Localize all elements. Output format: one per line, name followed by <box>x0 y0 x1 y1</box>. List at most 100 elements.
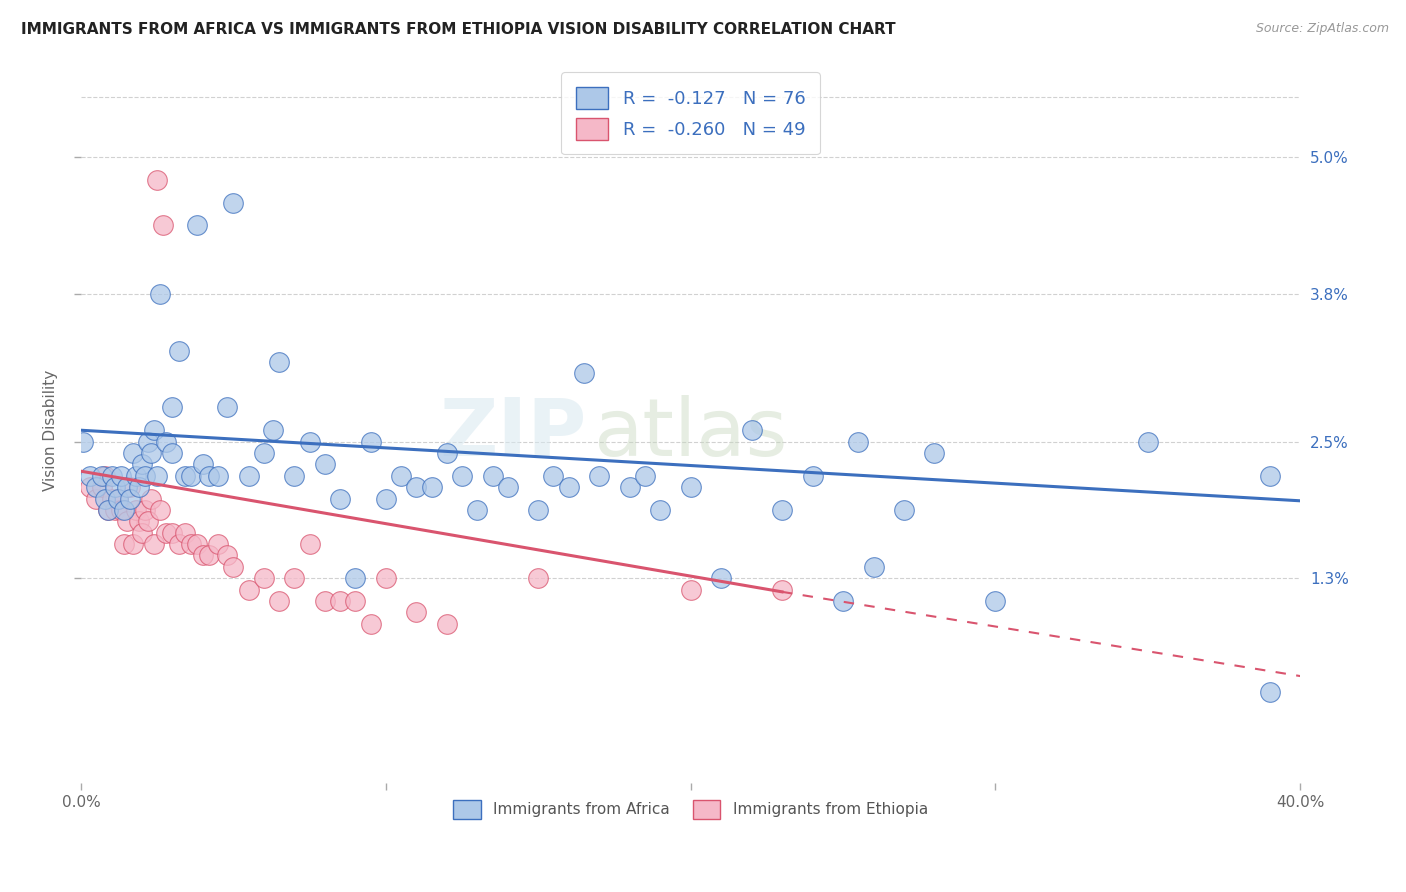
Point <box>262 423 284 437</box>
Point <box>186 219 208 233</box>
Point <box>118 491 141 506</box>
Point <box>173 468 195 483</box>
Point <box>125 468 148 483</box>
Point <box>134 468 156 483</box>
Point <box>100 491 122 506</box>
Point <box>405 480 427 494</box>
Point <box>679 582 702 597</box>
Point <box>121 446 143 460</box>
Point <box>741 423 763 437</box>
Point <box>984 594 1007 608</box>
Point <box>329 594 352 608</box>
Point <box>198 549 221 563</box>
Point <box>94 491 117 506</box>
Point <box>128 480 150 494</box>
Point <box>72 434 94 449</box>
Point <box>1258 468 1281 483</box>
Point <box>481 468 503 483</box>
Point <box>143 537 166 551</box>
Point <box>103 503 125 517</box>
Point <box>283 468 305 483</box>
Point <box>344 571 367 585</box>
Point <box>217 401 239 415</box>
Point <box>710 571 733 585</box>
Point <box>253 571 276 585</box>
Point <box>131 525 153 540</box>
Point <box>110 503 132 517</box>
Point <box>405 605 427 619</box>
Point <box>389 468 412 483</box>
Point <box>79 480 101 494</box>
Point <box>143 423 166 437</box>
Point <box>162 401 184 415</box>
Point <box>543 468 565 483</box>
Point <box>588 468 610 483</box>
Point <box>107 491 129 506</box>
Point <box>139 491 162 506</box>
Point <box>572 367 595 381</box>
Point <box>167 537 190 551</box>
Point <box>107 491 129 506</box>
Text: IMMIGRANTS FROM AFRICA VS IMMIGRANTS FROM ETHIOPIA VISION DISABILITY CORRELATION: IMMIGRANTS FROM AFRICA VS IMMIGRANTS FRO… <box>21 22 896 37</box>
Point <box>149 286 172 301</box>
Point <box>650 503 672 517</box>
Point <box>619 480 641 494</box>
Point <box>207 537 229 551</box>
Point <box>100 468 122 483</box>
Point <box>146 468 169 483</box>
Point <box>162 446 184 460</box>
Point <box>167 343 190 358</box>
Point <box>1258 685 1281 699</box>
Point <box>136 434 159 449</box>
Point <box>679 480 702 494</box>
Point <box>173 525 195 540</box>
Point <box>91 468 114 483</box>
Point <box>862 559 884 574</box>
Point <box>770 582 793 597</box>
Point <box>924 446 946 460</box>
Point <box>115 480 138 494</box>
Point <box>283 571 305 585</box>
Point <box>84 491 107 506</box>
Point <box>128 514 150 528</box>
Point <box>191 458 214 472</box>
Point <box>115 514 138 528</box>
Point <box>269 355 291 369</box>
Point <box>162 525 184 540</box>
Point <box>155 434 177 449</box>
Point <box>186 537 208 551</box>
Point <box>198 468 221 483</box>
Point <box>91 480 114 494</box>
Point <box>329 491 352 506</box>
Point <box>79 468 101 483</box>
Point <box>84 480 107 494</box>
Point <box>298 537 321 551</box>
Point <box>436 616 458 631</box>
Point <box>217 549 239 563</box>
Point <box>298 434 321 449</box>
Point <box>360 434 382 449</box>
Point <box>374 491 396 506</box>
Point <box>94 468 117 483</box>
Point <box>112 537 135 551</box>
Point <box>420 480 443 494</box>
Point <box>103 480 125 494</box>
Point <box>97 503 120 517</box>
Text: atlas: atlas <box>593 395 787 473</box>
Point <box>110 468 132 483</box>
Point <box>180 537 202 551</box>
Point <box>152 219 174 233</box>
Point <box>436 446 458 460</box>
Point <box>155 525 177 540</box>
Point <box>314 594 336 608</box>
Point <box>465 503 488 517</box>
Point <box>253 446 276 460</box>
Point <box>118 480 141 494</box>
Point <box>238 582 260 597</box>
Text: ZIP: ZIP <box>440 395 586 473</box>
Point <box>125 503 148 517</box>
Point <box>97 503 120 517</box>
Point <box>360 616 382 631</box>
Point <box>112 503 135 517</box>
Point <box>146 173 169 187</box>
